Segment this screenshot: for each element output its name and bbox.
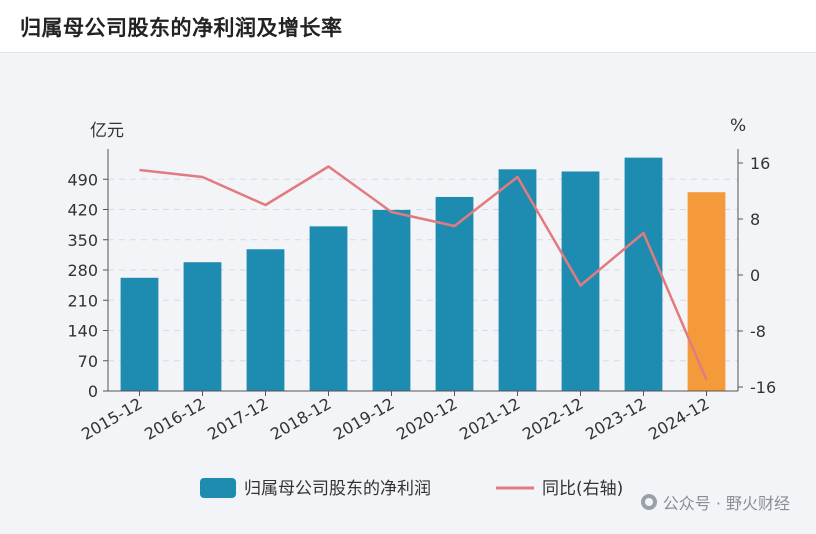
right-tick-label: 16 [750,154,770,173]
left-tick-label: 210 [67,291,98,310]
x-tick-label: 2017-12 [204,394,271,444]
x-tick-label: 2024-12 [645,394,712,444]
x-tick-label: 2018-12 [267,394,334,444]
legend-bar-swatch [200,478,236,498]
left-tick-label: 280 [67,261,98,280]
left-tick-label: 490 [67,170,98,189]
left-tick-label: 350 [67,231,98,250]
left-tick-label: 140 [67,322,98,341]
line-series [139,165,708,381]
right-axis-unit: % [730,116,747,136]
x-tick-label: 2016-12 [141,394,208,444]
x-tick-label: 2019-12 [330,394,397,444]
bar-2018-12 [309,226,348,391]
left-tick-label: 70 [78,352,98,371]
bar-2022-12 [561,171,600,391]
x-tick-label: 2015-12 [78,394,145,444]
watermark: 公众号 · 野火财经 [640,490,790,514]
bar-2015-12 [120,277,159,391]
bar-2020-12 [435,196,474,391]
x-tick-label: 2020-12 [393,394,460,444]
left-axis-unit: 亿元 [90,121,124,141]
watermark-text: 公众号 · 野火财经 [662,494,790,513]
chart-header: 归属母公司股东的净利润及增长率 [0,0,816,53]
bar-2016-12 [183,262,222,391]
right-tick-label: 8 [750,210,760,229]
left-tick-label: 420 [67,201,98,220]
left-tick-label: 0 [88,382,98,401]
bar-2019-12 [372,209,411,391]
bar-2021-12 [498,169,537,391]
legend[interactable]: 归属母公司股东的净利润 同比(右轴) [200,478,623,499]
x-tick-label: 2022-12 [519,394,586,444]
bar-series [120,157,726,391]
bar-2023-12 [624,157,663,391]
bar-2017-12 [246,249,285,391]
x-tick-label: 2021-12 [456,394,523,444]
legend-line-label: 同比(右轴) [542,479,623,499]
growth-line [139,165,708,381]
combo-chart: 0701402102803504204901680-8-162015-12201… [67,149,776,499]
legend-bar-label: 归属母公司股东的净利润 [244,479,431,499]
right-tick-label: 0 [750,266,760,285]
wechat-icon [640,494,657,510]
x-tick-label: 2023-12 [582,394,649,444]
chart-title: 归属母公司股东的净利润及增长率 [20,16,343,40]
bar-2024-12 [687,192,726,391]
right-tick-label: -16 [750,378,776,397]
right-tick-label: -8 [750,322,766,341]
